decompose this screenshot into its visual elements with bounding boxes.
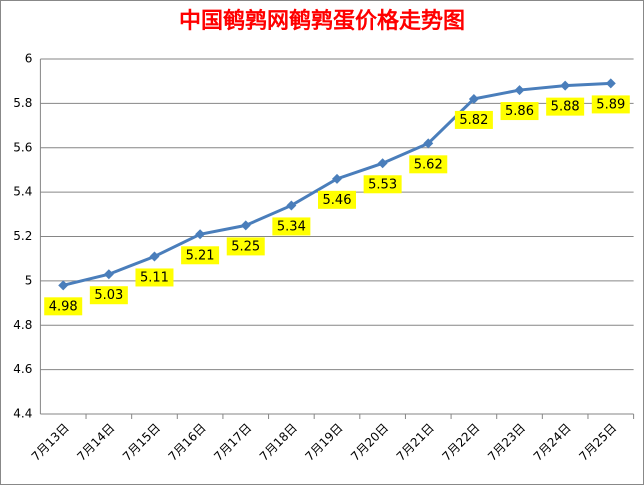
data-label-bg: [226, 237, 265, 256]
data-label-bg: [500, 102, 539, 121]
marker: [195, 229, 206, 240]
y-tick-label: 5.6: [13, 140, 32, 154]
data-label: 5.21: [186, 248, 215, 263]
marker: [560, 80, 571, 91]
data-label-bg: [363, 175, 402, 194]
data-label: 5.46: [323, 193, 352, 208]
data-label: 5.53: [368, 177, 397, 192]
data-label: 5.34: [277, 219, 306, 234]
y-tick-label: 4.6: [13, 362, 32, 376]
marker: [468, 93, 479, 104]
data-label: 5.82: [459, 113, 488, 128]
data-label-bg: [181, 246, 220, 265]
data-label: 5.86: [505, 104, 534, 119]
y-tick-label: 5.2: [13, 229, 32, 243]
data-label: 5.89: [596, 97, 625, 112]
marker: [58, 280, 69, 291]
marker: [514, 85, 525, 96]
y-tick-label: 5.8: [13, 96, 32, 110]
chart-title: 中国鹌鹑网鹌鹑蛋价格走势图: [179, 8, 465, 34]
marker: [103, 269, 114, 280]
y-tick-label: 4.8: [13, 318, 32, 332]
y-tick-label: 6: [25, 52, 33, 66]
marker: [605, 78, 616, 89]
data-label: 4.98: [49, 299, 78, 314]
marker: [377, 158, 388, 169]
data-label-bg: [454, 110, 493, 129]
marker: [149, 251, 160, 262]
marker: [286, 200, 297, 211]
y-tick-label: 5: [25, 273, 33, 287]
data-label: 5.88: [551, 100, 580, 115]
marker: [423, 138, 434, 149]
marker: [332, 173, 342, 184]
data-label: 5.03: [94, 288, 123, 303]
data-label-bg: [546, 97, 585, 116]
data-label-bg: [272, 217, 311, 236]
data-label: 5.62: [414, 157, 443, 172]
data-label: 5.25: [231, 239, 260, 254]
data-label: 5.11: [140, 270, 169, 285]
data-label-bg: [591, 95, 630, 114]
marker: [240, 220, 251, 231]
y-tick-label: 4.4: [13, 407, 32, 421]
data-label-bg: [44, 297, 83, 316]
data-label-bg: [89, 286, 128, 305]
data-label-bg: [318, 190, 356, 209]
data-label-bg: [135, 268, 174, 287]
data-label-bg: [409, 155, 448, 174]
y-tick-label: 5.4: [13, 185, 32, 199]
